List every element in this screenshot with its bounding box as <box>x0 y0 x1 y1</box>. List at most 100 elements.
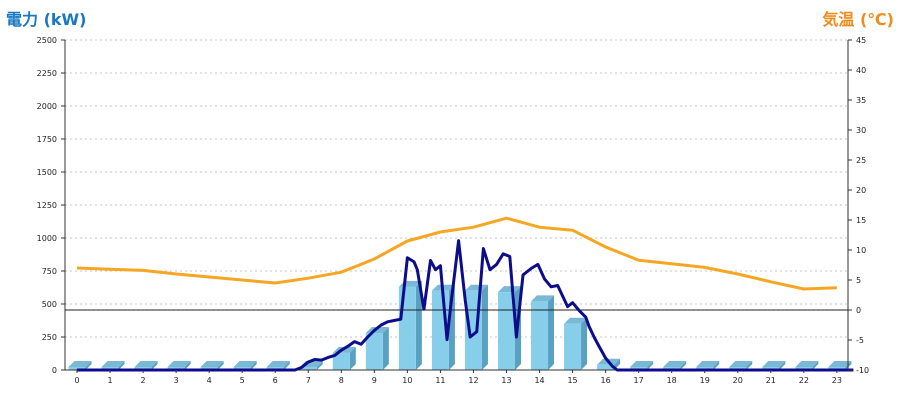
bar-side <box>118 361 125 370</box>
bar-side <box>581 317 588 370</box>
bar-top <box>762 361 786 367</box>
bar-side <box>647 361 654 370</box>
bar-side <box>548 295 555 370</box>
right-tick-label: 35 <box>856 96 866 105</box>
x-tick-label: 17 <box>634 376 644 385</box>
bar-side <box>283 361 290 370</box>
bar-side <box>713 361 720 370</box>
bar-top <box>464 284 488 291</box>
bar-top <box>68 361 92 367</box>
left-tick-label: 2250 <box>37 69 57 78</box>
right-tick-label: 30 <box>856 126 866 135</box>
x-tick-label: 12 <box>468 376 478 385</box>
bar-hour-8 <box>332 346 356 370</box>
tick-labels: 02505007501000125015001750200022502500-1… <box>37 36 869 385</box>
left-tick-label: 2000 <box>37 102 57 111</box>
right-axis-title: 気温 (℃) <box>822 10 894 29</box>
bar-front <box>332 352 350 370</box>
x-tick-label: 13 <box>501 376 511 385</box>
bar-side <box>415 280 422 370</box>
right-tick-label: 5 <box>856 276 861 285</box>
left-tick-label: 750 <box>42 267 57 276</box>
right-tick-label: 0 <box>856 306 861 315</box>
right-tick-label: 20 <box>856 186 866 195</box>
x-tick-label: 23 <box>832 376 842 385</box>
gridlines <box>65 39 848 338</box>
x-tick-label: 18 <box>667 376 677 385</box>
bar-front <box>497 292 515 370</box>
x-tick-label: 20 <box>733 376 743 385</box>
bar-side <box>217 361 224 370</box>
x-tick-label: 7 <box>306 376 311 385</box>
left-tick-label: 500 <box>42 300 57 309</box>
power-bars <box>68 280 852 370</box>
bar-top <box>167 361 191 367</box>
bar-front <box>365 333 383 370</box>
right-tick-label: 15 <box>856 216 866 225</box>
x-tick-label: 8 <box>339 376 344 385</box>
bar-front <box>564 323 582 370</box>
bar-top <box>497 286 521 293</box>
x-tick-label: 6 <box>273 376 278 385</box>
bar-side <box>779 361 786 370</box>
bar-side <box>250 361 257 370</box>
x-tick-label: 21 <box>766 376 776 385</box>
bar-top <box>134 361 158 367</box>
bar-side <box>349 346 356 370</box>
bar-hour-14 <box>531 295 555 370</box>
left-tick-label: 1750 <box>37 135 57 144</box>
bar-side <box>151 361 158 370</box>
bar-top <box>795 361 819 367</box>
right-tick-label: 10 <box>856 246 866 255</box>
bar-top <box>630 361 654 367</box>
left-axis-title: 電力 (kW) <box>6 10 87 29</box>
bar-top <box>233 361 257 367</box>
series-lines <box>76 216 854 372</box>
bar-front <box>299 367 317 370</box>
temperature-line <box>76 216 837 291</box>
bar-side <box>184 361 191 370</box>
bar-top <box>531 295 555 302</box>
left-tick-label: 1250 <box>37 201 57 210</box>
bar-top <box>663 361 687 367</box>
x-tick-label: 19 <box>700 376 710 385</box>
power-line <box>77 239 854 372</box>
bar-front <box>531 301 549 370</box>
bar-top <box>564 317 588 324</box>
right-tick-label: -5 <box>856 336 864 345</box>
x-tick-label: 14 <box>534 376 544 385</box>
x-tick-label: 0 <box>74 376 79 385</box>
right-tick-label: -10 <box>856 366 869 375</box>
x-tick-label: 5 <box>240 376 245 385</box>
bar-side <box>812 361 819 370</box>
bar-side <box>85 361 92 370</box>
left-tick-label: 1500 <box>37 168 57 177</box>
x-tick-label: 2 <box>141 376 146 385</box>
bar-side <box>481 284 488 370</box>
bar-top <box>696 361 720 367</box>
x-tick-label: 22 <box>799 376 809 385</box>
bar-side <box>382 327 389 370</box>
x-tick-label: 1 <box>107 376 112 385</box>
x-tick-label: 16 <box>601 376 611 385</box>
bar-side <box>680 361 687 370</box>
left-tick-label: 0 <box>52 366 57 375</box>
x-tick-label: 3 <box>174 376 179 385</box>
left-tick-label: 250 <box>42 333 57 342</box>
bar-side <box>746 361 753 370</box>
left-tick-label: 2500 <box>37 36 57 45</box>
x-tick-label: 11 <box>435 376 445 385</box>
left-tick-label: 1000 <box>37 234 57 243</box>
bar-front <box>597 364 615 370</box>
x-tick-label: 9 <box>372 376 377 385</box>
bar-side <box>316 361 323 370</box>
right-tick-label: 25 <box>856 156 866 165</box>
x-tick-label: 15 <box>567 376 577 385</box>
x-tick-label: 10 <box>402 376 412 385</box>
x-tick-label: 4 <box>207 376 212 385</box>
bar-top <box>266 361 290 367</box>
bar-top <box>729 361 753 367</box>
bar-top <box>200 361 224 367</box>
bar-hour-9 <box>365 327 389 370</box>
